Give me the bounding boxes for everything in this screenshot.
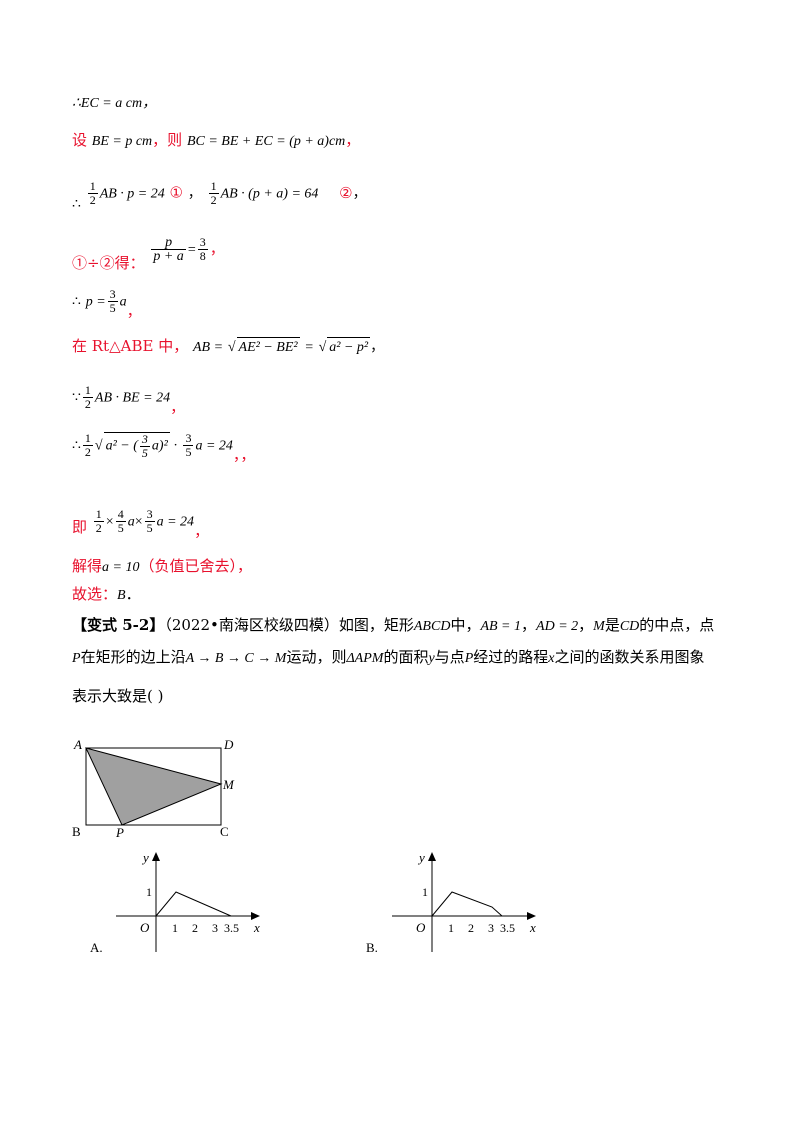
y-tick: 1: [422, 885, 428, 899]
rectangle-abcd: [85, 747, 222, 826]
math: AD = 2: [536, 619, 579, 634]
y-arrow-icon: [152, 852, 160, 861]
x-tick: 2: [192, 921, 198, 935]
answer: B: [117, 588, 126, 603]
math: y: [428, 651, 435, 666]
label-d: D: [223, 737, 234, 752]
math: AB = 1: [480, 619, 522, 634]
option-label: B.: [366, 940, 378, 955]
text: 经过的路程: [473, 648, 549, 666]
choose-label: 故选：: [72, 585, 118, 603]
y-arrow-icon: [428, 852, 436, 861]
x-tick: 3: [488, 921, 494, 935]
then-word: ，则: [152, 131, 183, 149]
x-tick: 1: [448, 921, 454, 935]
text: 是: [604, 616, 620, 634]
x-tick: 1: [172, 921, 178, 935]
solution-line-rt: 在 Rt△ABE 中， AB = √ AE² − BE² = √ a² − p²，: [72, 336, 384, 358]
problem-source: （2022•南海区校级四模）: [164, 616, 339, 634]
triangle-apm: [85, 747, 223, 826]
math: CD: [619, 619, 640, 634]
label-m: M: [222, 777, 235, 792]
rectangle-figure: A D M B P C: [72, 737, 235, 840]
period: ．: [125, 585, 141, 603]
set-word: 设: [72, 131, 88, 149]
solution-line-choose: 故选：B．: [72, 584, 141, 606]
x-arrow-icon: [251, 912, 260, 920]
mark-2: ②: [339, 183, 353, 202]
x-tick: 2: [468, 921, 474, 935]
math: ΔAPM: [346, 651, 384, 666]
solution-line-because: ∵ 1 2 AB · BE = 24，: [72, 383, 186, 416]
x-label: x: [253, 920, 260, 935]
text: 运动，则: [286, 648, 347, 666]
rt-label: 在 Rt△ABE 中，: [72, 337, 189, 355]
label-c: C: [220, 824, 229, 839]
bc-math: BC = BE + EC = (p + a)cm: [186, 134, 346, 149]
divide-label: ①÷②得：: [72, 253, 145, 272]
y-label: y: [141, 850, 149, 865]
text: 与点: [434, 648, 465, 666]
solve-label: 解得: [72, 557, 103, 575]
text: 表示大致是: [72, 687, 148, 705]
math: P: [72, 651, 81, 666]
y-tick: 1: [146, 885, 152, 899]
text: 的面积: [383, 648, 429, 666]
solution-line-set-be: 设 BE = p cm，则 BC = BE + EC = (p + a)cm，: [72, 130, 360, 152]
text: 的中点，点: [639, 616, 715, 634]
function-curve: [431, 891, 503, 917]
text: 如图，矩形: [338, 616, 414, 634]
neg-note: （负值已舍去），: [139, 557, 252, 575]
a-value: a = 10: [102, 560, 140, 575]
x-tick: 3: [212, 921, 218, 935]
ec-math: ∴EC = a cm，: [72, 96, 157, 111]
solution-line-ec: ∴EC = a cm，: [72, 92, 156, 114]
solution-line-p: ∴ p = 3 5 a，: [72, 287, 142, 320]
x-tick: 3.5: [224, 921, 239, 935]
x-arrow-icon: [527, 912, 536, 920]
option-b-graph: y 1 O 1 2 3 3.5 x B.: [366, 850, 536, 955]
option-a-graph: y 1 O 1 2 3 3.5 x A.: [90, 850, 260, 955]
x-tick: 3.5: [500, 921, 515, 935]
option-label: A.: [90, 940, 103, 955]
math: ABCD: [413, 619, 451, 634]
y-label: y: [417, 850, 425, 865]
answer-paren: ( ): [147, 687, 164, 705]
math: A → B → C → M: [185, 651, 287, 666]
solution-line-solve: 解得a = 10（负值已舍去），: [72, 556, 252, 578]
problem-tag: 【变式 5-2】: [72, 616, 165, 634]
origin-label: O: [140, 920, 150, 935]
math: M: [593, 619, 605, 634]
function-curve: [155, 891, 232, 917]
be-math: BE = p cm: [91, 134, 153, 149]
text: 之间的函数关系用图象: [554, 648, 705, 666]
label-a: A: [73, 737, 82, 752]
solution-line-equations: ∴ 1 2 AB · p = 24 ① ， 1 2 AB · (p + a) = 64 …: [72, 179, 367, 212]
comma: ，: [345, 131, 361, 149]
problem-statement: 【变式 5-2】（2022•南海区校级四模）如图，矩形ABCD中，AB = 1，…: [72, 616, 715, 705]
label-p: P: [115, 825, 124, 840]
text: 中，: [450, 616, 481, 634]
math: P: [464, 651, 474, 666]
mark-1: ①: [169, 183, 183, 202]
ie-label: 即: [72, 517, 88, 536]
origin-label: O: [416, 920, 426, 935]
math: x: [548, 651, 555, 666]
label-b: B: [72, 824, 81, 839]
x-label: x: [529, 920, 536, 935]
solution-line-ie: 即 1 2 × 4 5 a× 3 5 a = 24，: [72, 507, 210, 540]
text: 在矩形的边上沿: [80, 648, 186, 666]
